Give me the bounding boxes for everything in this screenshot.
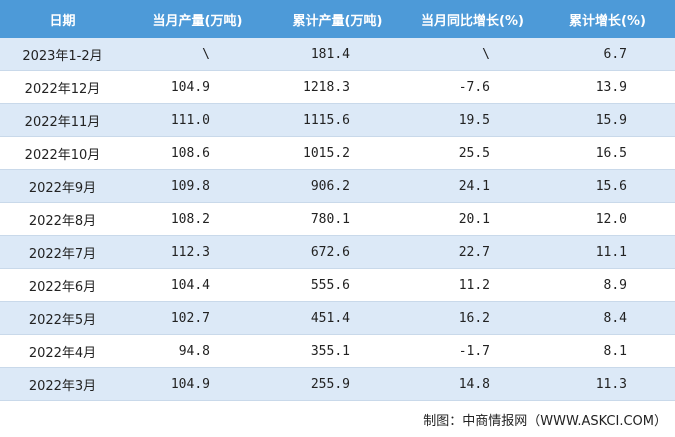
table-row: 2022年8月 108.2 780.1 20.1 12.0 bbox=[0, 202, 675, 236]
table-cell: 2022年6月 bbox=[0, 268, 125, 302]
table-cell: 20.1 bbox=[405, 202, 540, 236]
table-row: 2022年10月 108.6 1015.2 25.5 16.5 bbox=[0, 136, 675, 170]
table-cell: 11.3 bbox=[540, 367, 675, 401]
table-cell: 22.7 bbox=[405, 235, 540, 269]
table-cell: 6.7 bbox=[540, 38, 675, 71]
table-cell: 112.3 bbox=[125, 235, 270, 269]
table-cell: 108.6 bbox=[125, 136, 270, 170]
table-cell: 104.4 bbox=[125, 268, 270, 302]
table-cell: 109.8 bbox=[125, 169, 270, 203]
table-cell: 181.4 bbox=[270, 38, 405, 71]
table-cell: 355.1 bbox=[270, 334, 405, 368]
header-cell: 当月同比增长(%) bbox=[405, 0, 540, 38]
table-cell: 16.2 bbox=[405, 301, 540, 335]
table-cell: 2022年9月 bbox=[0, 169, 125, 203]
table-cell: 1218.3 bbox=[270, 70, 405, 104]
header-cell: 累计增长(%) bbox=[540, 0, 675, 38]
table-row: 2022年3月 104.9 255.9 14.8 11.3 bbox=[0, 367, 675, 401]
header-cell: 当月产量(万吨) bbox=[125, 0, 270, 38]
table-row: 2022年6月 104.4 555.6 11.2 8.9 bbox=[0, 268, 675, 302]
table-cell: 104.9 bbox=[125, 367, 270, 401]
table-cell: 102.7 bbox=[125, 301, 270, 335]
table-cell: 2022年11月 bbox=[0, 103, 125, 137]
table-cell: 8.9 bbox=[540, 268, 675, 302]
table-cell: 14.8 bbox=[405, 367, 540, 401]
table-cell: \ bbox=[405, 38, 540, 71]
table-cell: 2022年4月 bbox=[0, 334, 125, 368]
source-note: 制图：中商情报网（WWW.ASKCI.COM） bbox=[423, 414, 667, 429]
table-cell: 12.0 bbox=[540, 202, 675, 236]
table-cell: 1015.2 bbox=[270, 136, 405, 170]
table-cell: 24.1 bbox=[405, 169, 540, 203]
table-cell: 108.2 bbox=[125, 202, 270, 236]
table-cell: 11.1 bbox=[540, 235, 675, 269]
table-row: 2022年11月 111.0 1115.6 19.5 15.9 bbox=[0, 103, 675, 137]
table-cell: \ bbox=[125, 38, 270, 71]
table-cell: 451.4 bbox=[270, 301, 405, 335]
table-row: 2023年1-2月 \ 181.4 \ 6.7 bbox=[0, 38, 675, 71]
table-cell: 8.1 bbox=[540, 334, 675, 368]
table-cell: 8.4 bbox=[540, 301, 675, 335]
table-body: 2023年1-2月 \ 181.4 \ 6.7 2022年12月 104.9 1218.3 -7… bbox=[0, 38, 675, 401]
table-row: 2022年12月 104.9 1218.3 -7.6 13.9 bbox=[0, 70, 675, 104]
table-cell: 672.6 bbox=[270, 235, 405, 269]
table-cell: 906.2 bbox=[270, 169, 405, 203]
table-cell: 2022年8月 bbox=[0, 202, 125, 236]
table-cell: 25.5 bbox=[405, 136, 540, 170]
table-row: 2022年5月 102.7 451.4 16.2 8.4 bbox=[0, 301, 675, 335]
table-cell: -7.6 bbox=[405, 70, 540, 104]
table-cell: 111.0 bbox=[125, 103, 270, 137]
table-cell: 104.9 bbox=[125, 70, 270, 104]
table-cell: 19.5 bbox=[405, 103, 540, 137]
table-row: 2022年9月 109.8 906.2 24.1 15.6 bbox=[0, 169, 675, 203]
table-cell: 94.8 bbox=[125, 334, 270, 368]
header-row: 日期 当月产量(万吨) 累计产量(万吨) 当月同比增长(%) 累计增长(%) bbox=[0, 0, 675, 38]
table-cell: 15.6 bbox=[540, 169, 675, 203]
table-cell: 2022年5月 bbox=[0, 301, 125, 335]
table-cell: 2022年3月 bbox=[0, 367, 125, 401]
table-cell: 255.9 bbox=[270, 367, 405, 401]
data-table: 日期 当月产量(万吨) 累计产量(万吨) 当月同比增长(%) 累计增长(%) 2023年… bbox=[0, 0, 675, 401]
table-cell: 780.1 bbox=[270, 202, 405, 236]
table-cell: 1115.6 bbox=[270, 103, 405, 137]
table-cell: 2022年7月 bbox=[0, 235, 125, 269]
table-cell: 13.9 bbox=[540, 70, 675, 104]
table-cell: 2022年12月 bbox=[0, 70, 125, 104]
header-cell: 累计产量(万吨) bbox=[270, 0, 405, 38]
table-cell: 16.5 bbox=[540, 136, 675, 170]
table-row: 2022年4月 94.8 355.1 -1.7 8.1 bbox=[0, 334, 675, 368]
table-cell: 555.6 bbox=[270, 268, 405, 302]
table-cell: -1.7 bbox=[405, 334, 540, 368]
header-cell: 日期 bbox=[0, 0, 125, 38]
table-cell: 15.9 bbox=[540, 103, 675, 137]
table-cell: 2023年1-2月 bbox=[0, 38, 125, 71]
table-cell: 11.2 bbox=[405, 268, 540, 302]
table-row: 2022年7月 112.3 672.6 22.7 11.1 bbox=[0, 235, 675, 269]
table-cell: 2022年10月 bbox=[0, 136, 125, 170]
